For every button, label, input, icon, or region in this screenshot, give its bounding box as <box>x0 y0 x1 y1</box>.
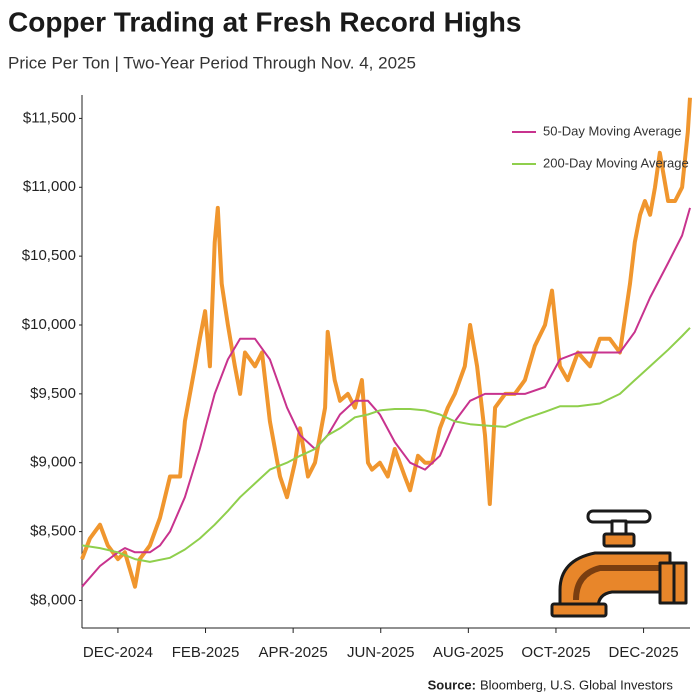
y-tick-label: $11,500 <box>23 109 76 126</box>
x-tick-label: OCT-2025 <box>521 644 590 661</box>
source-label: Source: <box>428 677 476 692</box>
y-tick-label: $10,000 <box>22 316 76 333</box>
chart-subtitle: Price Per Ton | Two-Year Period Through … <box>8 53 416 72</box>
y-tick-label: $10,500 <box>22 247 76 264</box>
x-tick-label: DEC-2025 <box>609 644 679 661</box>
x-tick-label: DEC-2024 <box>83 644 153 661</box>
legend-label: 200-Day Moving Average <box>543 155 689 170</box>
y-tick-label: $11,000 <box>23 178 76 195</box>
series-line <box>80 97 692 589</box>
x-tick-label: APR-2025 <box>259 644 328 661</box>
series-line <box>81 207 691 588</box>
y-tick-label: $8,000 <box>30 591 76 608</box>
y-tick-label: $9,500 <box>30 385 76 402</box>
y-tick-label: $8,500 <box>30 523 76 540</box>
y-tick-label: $9,000 <box>30 454 76 471</box>
series-line <box>81 327 691 563</box>
x-tick-label: JUN-2025 <box>347 644 415 661</box>
source: Bloomberg, U.S. Global Investors <box>480 677 673 692</box>
faucet-icon <box>550 509 688 618</box>
x-tick-label: AUG-2025 <box>433 644 504 661</box>
legend-label: 50-Day Moving Average <box>543 123 682 138</box>
x-tick-label: FEB-2025 <box>172 644 240 661</box>
chart-title: Copper Trading at Fresh Record Highs <box>8 6 521 37</box>
